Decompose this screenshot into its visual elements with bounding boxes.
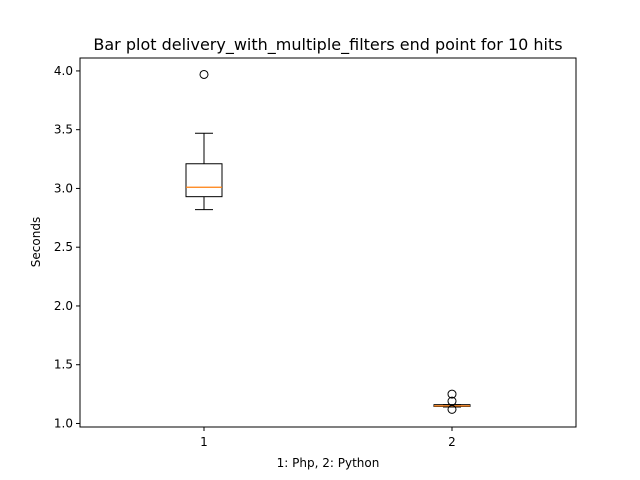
outlier-point — [199, 69, 209, 79]
y-tick-label: 4.0 — [54, 64, 73, 78]
plot-area: 1.0 1.5 2.0 2.5 3.0 3.5 4.0 1 2 — [54, 57, 577, 449]
y-tick-label: 1.0 — [54, 416, 73, 430]
x-tick-label: 2 — [448, 435, 456, 449]
chart-title: Bar plot delivery_with_multiple_filters … — [93, 35, 562, 55]
y-tick-label: 3.0 — [54, 181, 73, 195]
x-axis-label: 1: Php, 2: Python — [277, 456, 380, 470]
y-tick-label: 3.5 — [54, 123, 73, 137]
y-tick-label: 2.5 — [54, 240, 73, 254]
x-tick-label: 1 — [200, 435, 208, 449]
y-axis-label: Seconds — [29, 217, 43, 267]
outlier-point — [447, 404, 457, 414]
plot-frame — [79, 57, 577, 428]
y-tick-label: 1.5 — [54, 358, 73, 372]
outlier-point — [447, 389, 457, 399]
y-tick-label: 2.0 — [54, 299, 73, 313]
box-iqr — [185, 163, 223, 198]
